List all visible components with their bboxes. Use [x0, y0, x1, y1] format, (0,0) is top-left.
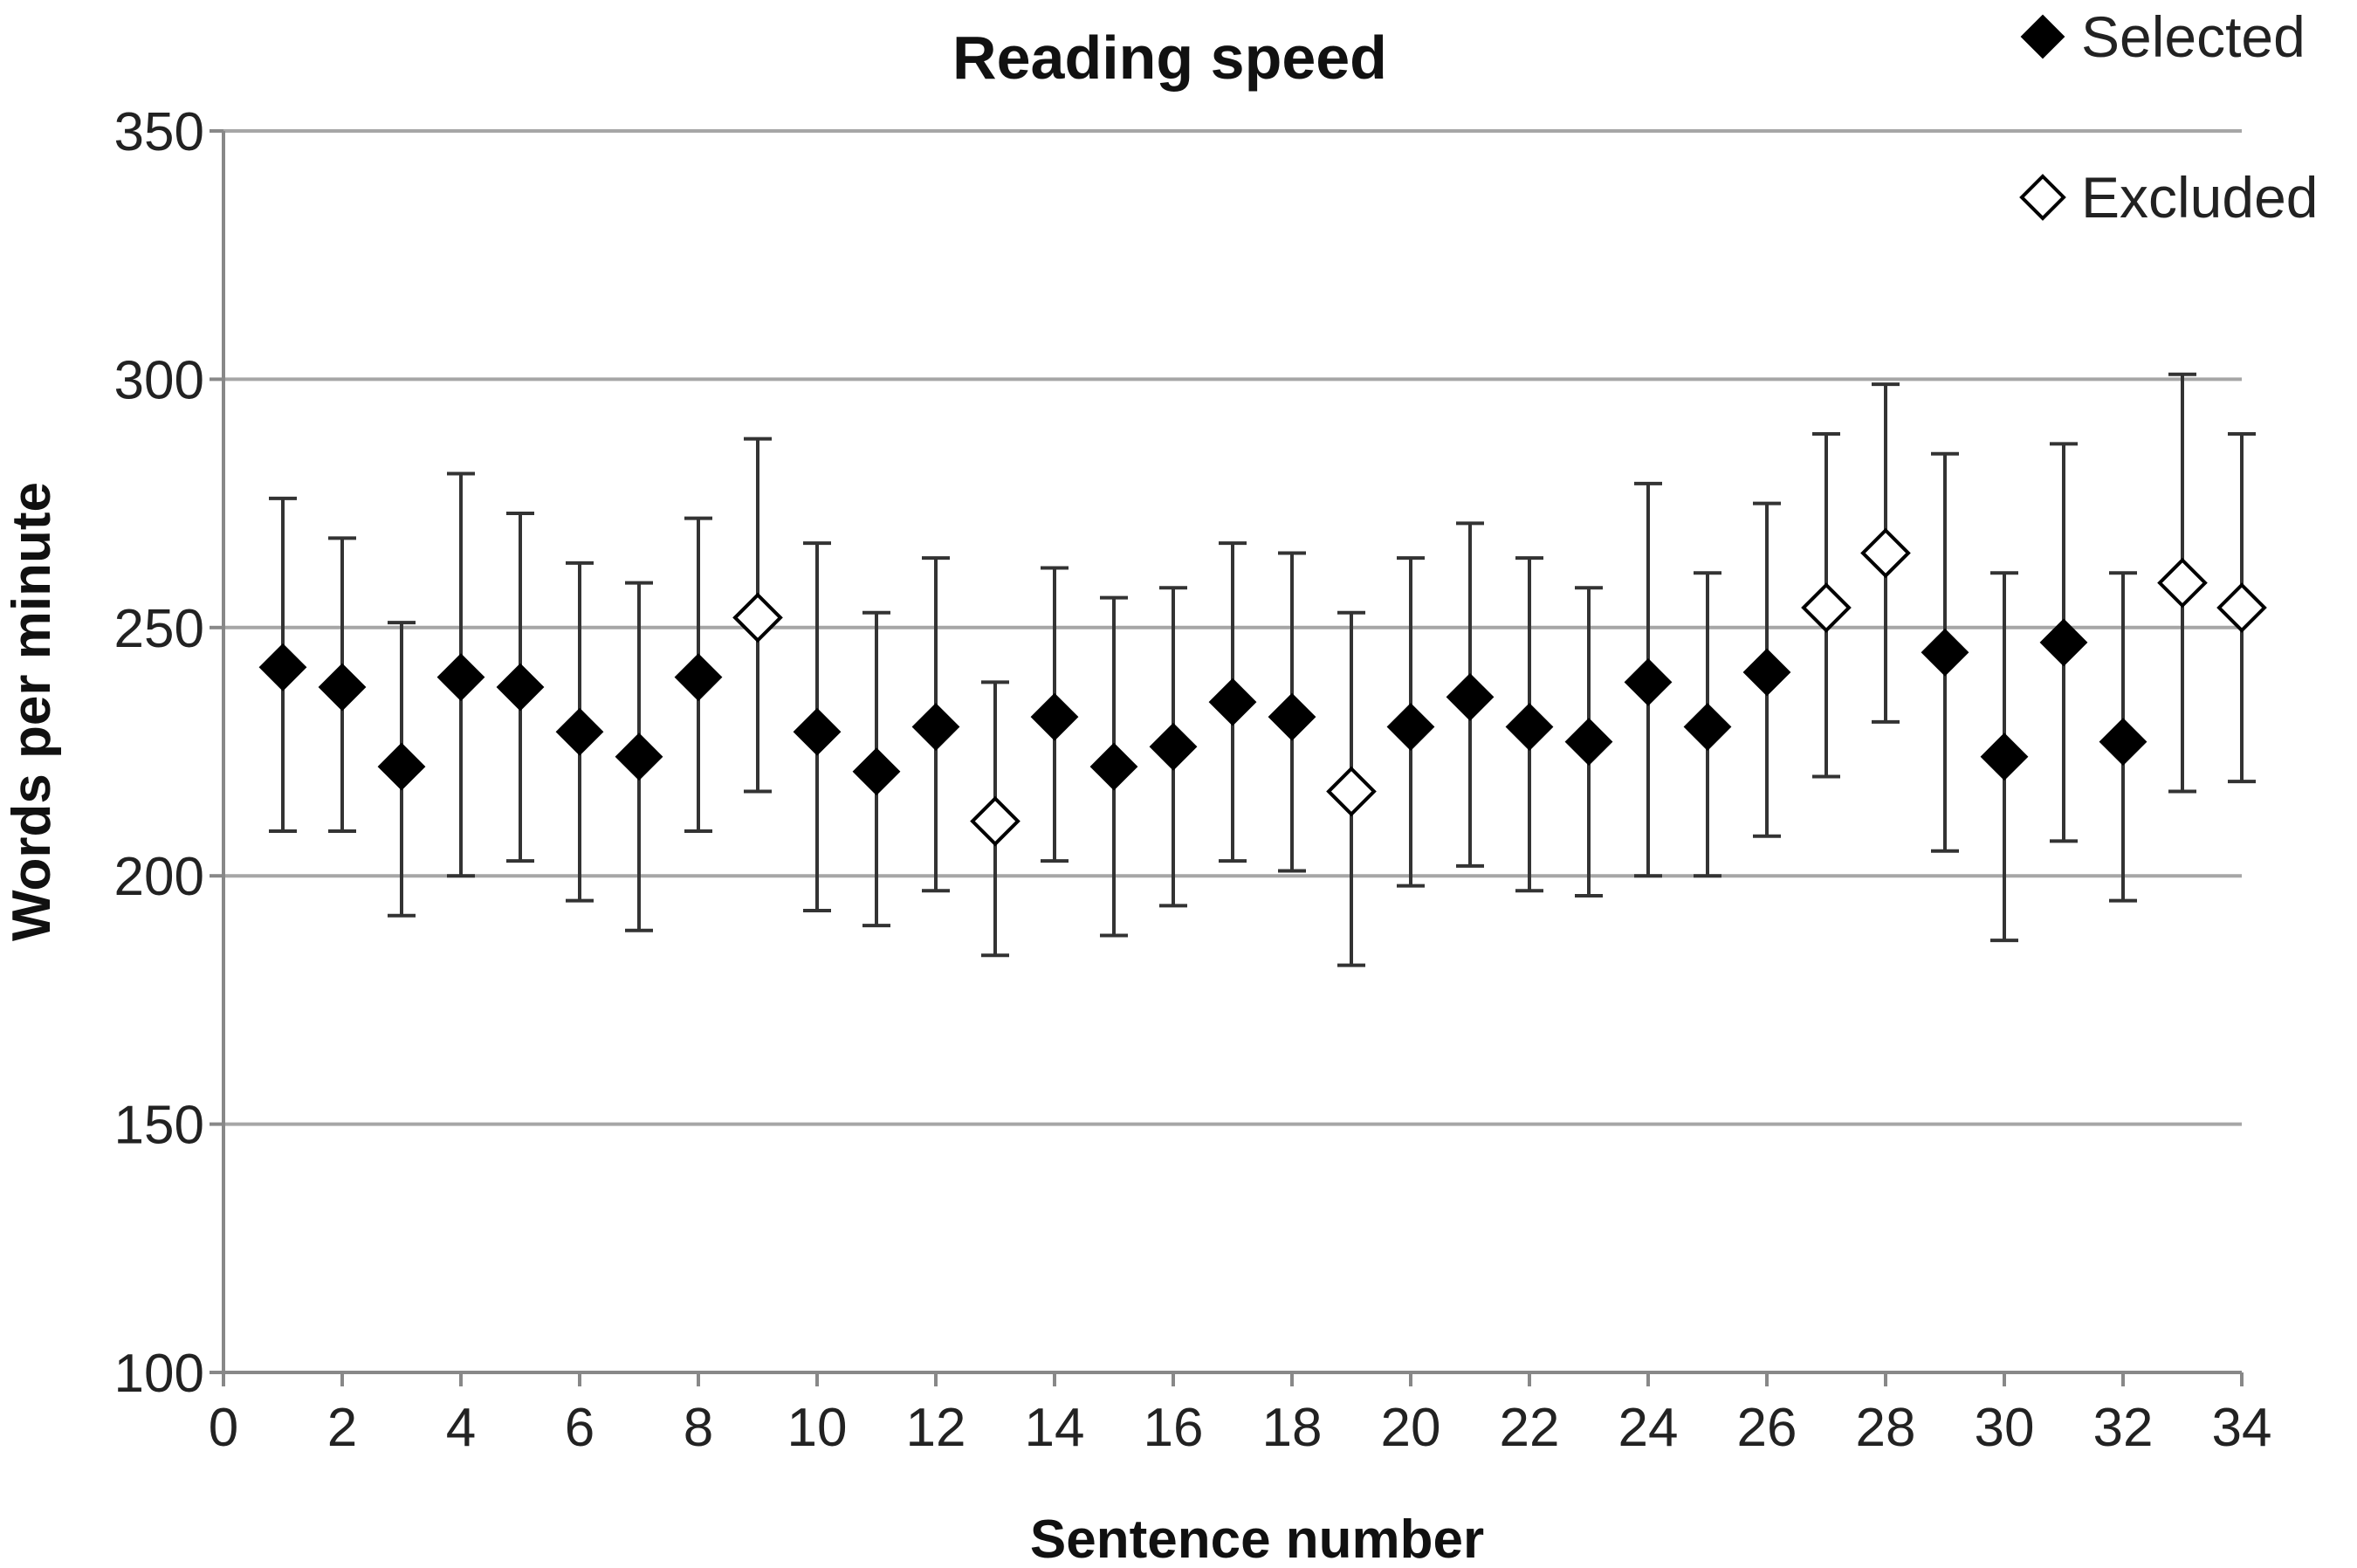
- selected-point-1: [258, 643, 307, 691]
- excluded-point-13: [970, 795, 1020, 847]
- x-tick-label: 18: [1262, 1398, 1323, 1458]
- y-tick-label: 350: [114, 102, 204, 162]
- legend: Selected Excluded: [2019, 4, 2319, 230]
- x-tick-label: 22: [1500, 1398, 1560, 1458]
- legend-marker-selected: [2020, 14, 2065, 59]
- selected-point-6: [555, 707, 604, 756]
- selected-point-26: [1742, 648, 1791, 697]
- selected-point-2: [318, 663, 367, 712]
- excluded-point-33: [2157, 557, 2208, 609]
- x-tick-label: 2: [327, 1398, 357, 1458]
- x-tick-label: 0: [209, 1398, 238, 1458]
- selected-point-32: [2099, 718, 2147, 767]
- selected-point-15: [1089, 742, 1138, 791]
- excluded-point-34: [2216, 582, 2267, 633]
- selected-point-16: [1149, 722, 1198, 771]
- selected-point-5: [496, 663, 545, 712]
- x-tick-label: 4: [446, 1398, 476, 1458]
- selected-point-20: [1386, 703, 1435, 751]
- y-tick-label: 150: [114, 1096, 204, 1156]
- y-tick-label: 100: [114, 1344, 204, 1404]
- y-axis-label: Words per minute: [2, 482, 62, 941]
- selected-point-31: [2039, 618, 2088, 667]
- legend-marker-excluded: [2019, 174, 2066, 221]
- selected-point-24: [1624, 657, 1673, 706]
- x-tick-label: 10: [787, 1398, 848, 1458]
- x-tick-label: 16: [1144, 1398, 1204, 1458]
- selected-point-21: [1446, 673, 1495, 721]
- selected-point-8: [674, 653, 723, 702]
- excluded-point-9: [732, 592, 783, 643]
- axes-layer: [222, 131, 2242, 1374]
- x-tick-label: 26: [1737, 1398, 1797, 1458]
- x-tick-label: 34: [2212, 1398, 2272, 1458]
- selected-point-30: [1980, 732, 2029, 781]
- selected-point-17: [1208, 677, 1257, 726]
- selected-point-3: [377, 742, 426, 791]
- error-bars: [269, 372, 2256, 967]
- x-axis-label: Sentence number: [1030, 1510, 1484, 1568]
- selected-point-12: [911, 703, 960, 751]
- y-tick-label: 300: [114, 350, 204, 410]
- excluded-point-19: [1326, 766, 1377, 817]
- selected-point-22: [1505, 703, 1554, 751]
- x-tick-label: 14: [1025, 1398, 1085, 1458]
- selected-point-29: [1921, 628, 1969, 677]
- x-tick-label: 28: [1856, 1398, 1916, 1458]
- selected-point-23: [1564, 718, 1613, 767]
- selected-point-18: [1268, 692, 1316, 741]
- selected-point-11: [852, 747, 901, 796]
- y-tick-label: 250: [114, 599, 204, 659]
- selected-point-14: [1030, 692, 1079, 741]
- y-tick-label: 200: [114, 847, 204, 907]
- x-tick-label: 20: [1381, 1398, 1441, 1458]
- x-tick-label: 6: [565, 1398, 594, 1458]
- legend-label-excluded: Excluded: [2081, 165, 2319, 230]
- x-tick-label: 12: [906, 1398, 966, 1458]
- data-markers: [258, 527, 2267, 847]
- selected-point-10: [793, 707, 842, 756]
- selected-point-7: [615, 732, 663, 781]
- selected-point-4: [436, 653, 485, 702]
- x-tick-label: 30: [1975, 1398, 2035, 1458]
- x-tick-label: 8: [684, 1398, 713, 1458]
- excluded-point-28: [1860, 527, 1911, 579]
- x-tick-label: 24: [1618, 1398, 1679, 1458]
- selected-point-25: [1683, 703, 1732, 751]
- excluded-point-27: [1801, 582, 1852, 633]
- chart-title: Reading speed: [952, 24, 1387, 92]
- x-tick-label: 32: [2093, 1398, 2154, 1458]
- legend-label-selected: Selected: [2081, 4, 2305, 69]
